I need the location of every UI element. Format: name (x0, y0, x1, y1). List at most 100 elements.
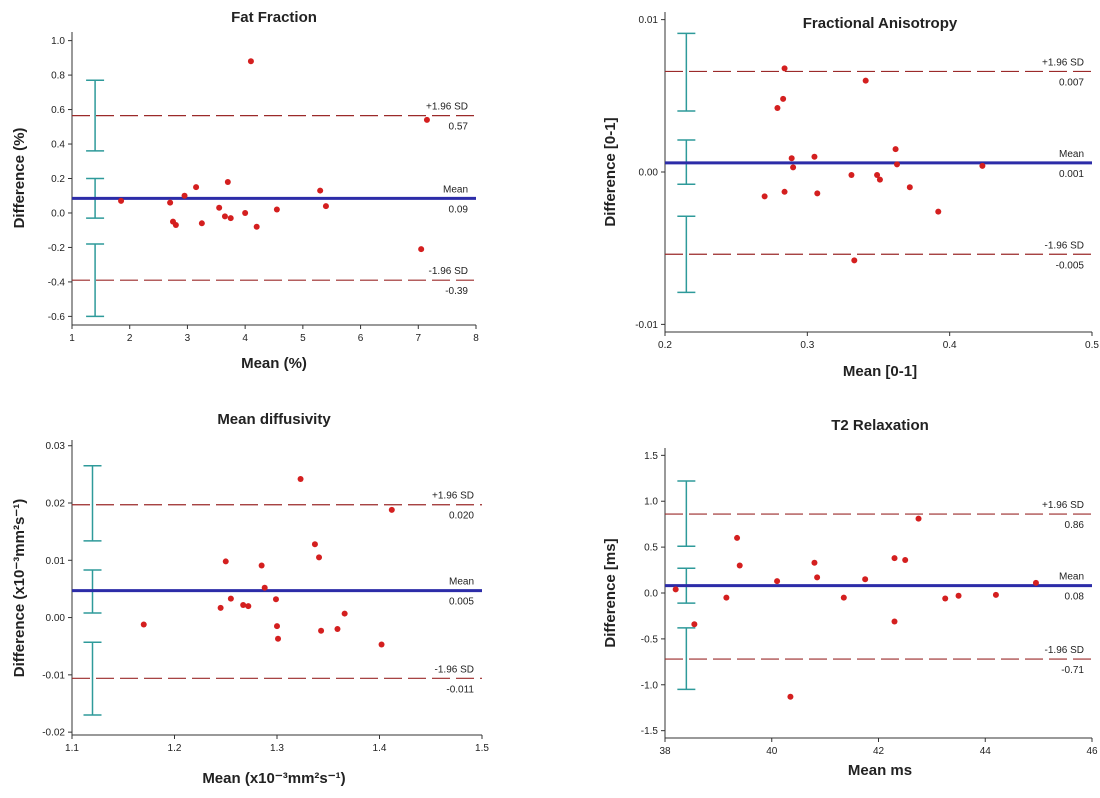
upper-line-name: +1.96 SD (432, 491, 474, 502)
data-point (902, 556, 909, 563)
data-point (811, 153, 818, 160)
upper-line-value: 0.57 (449, 122, 469, 133)
data-point (851, 257, 858, 264)
data-point (814, 574, 821, 581)
y-tick-label: 0.03 (46, 441, 66, 452)
y-axis-label: Difference (x10⁻³mm²s⁻¹) (11, 499, 28, 677)
y-axis-label: Difference [ms] (602, 538, 619, 647)
x-tick-label: 0.3 (800, 340, 814, 351)
y-tick-label: -1.0 (641, 680, 659, 691)
data-point (979, 162, 986, 169)
x-axis-label: Mean (%) (241, 355, 307, 372)
chart-title: Mean diffusivity (217, 411, 331, 428)
data-point (240, 601, 247, 608)
x-tick-label: 0.4 (943, 340, 957, 351)
data-point (862, 77, 869, 84)
data-point (227, 215, 234, 222)
data-point (217, 604, 224, 611)
y-axis-label: Difference [0-1] (602, 117, 619, 226)
mean-line-name: Mean (449, 577, 474, 588)
y-tick-label: 0.6 (51, 105, 65, 116)
y-tick-label: 1.5 (644, 451, 658, 462)
mean-line-value: 0.001 (1059, 169, 1084, 180)
data-point (221, 213, 228, 220)
data-point (273, 206, 280, 213)
mean-line-name: Mean (1059, 572, 1084, 583)
upper-line-value: 0.86 (1065, 520, 1085, 531)
data-point (840, 594, 847, 601)
data-point (247, 58, 254, 65)
data-point (894, 161, 901, 168)
data-point (892, 146, 899, 153)
data-point (790, 164, 797, 171)
lower-line-name: -1.96 SD (435, 664, 474, 675)
mean-line-name: Mean (1059, 149, 1084, 160)
y-tick-label: -0.2 (48, 243, 66, 254)
data-point (781, 188, 788, 195)
x-tick-label: 7 (416, 333, 422, 344)
y-tick-label: -0.6 (48, 312, 66, 323)
lower-line-value: -0.005 (1056, 260, 1085, 271)
y-tick-label: -0.01 (635, 320, 658, 331)
ci-bar-upper (677, 32, 696, 112)
upper-line-value: 0.007 (1059, 77, 1084, 88)
x-tick-label: 46 (1086, 746, 1098, 757)
x-tick-label: 5 (300, 333, 306, 344)
ci-bar-lower (86, 243, 105, 318)
data-point (848, 172, 855, 179)
data-point (736, 562, 743, 569)
mean-line-value: 0.09 (449, 204, 469, 215)
lower-line-value: -0.39 (445, 286, 468, 297)
x-tick-label: 0.2 (658, 340, 672, 351)
x-tick-label: 2 (127, 333, 133, 344)
y-tick-label: 0.0 (644, 589, 658, 600)
lower-line-value: -0.011 (446, 684, 474, 695)
data-point (322, 203, 329, 210)
ci-bar-lower (677, 627, 696, 691)
x-tick-label: 6 (358, 333, 364, 344)
data-point (423, 116, 430, 123)
data-point (811, 559, 818, 566)
chart-title: Fat Fraction (231, 9, 317, 26)
y-tick-label: 0.2 (51, 174, 65, 185)
ci-bar-lower (677, 215, 696, 294)
y-tick-label: 1.0 (51, 36, 65, 47)
x-tick-label: 3 (185, 333, 191, 344)
lower-line-name: -1.96 SD (429, 266, 468, 277)
data-point (780, 95, 787, 102)
data-point (172, 222, 179, 229)
data-point (140, 621, 147, 628)
data-point (378, 641, 385, 648)
chart-title: T2 Relaxation (831, 417, 929, 434)
y-tick-label: -0.5 (641, 634, 659, 645)
data-point (316, 554, 323, 561)
data-point (311, 541, 318, 548)
x-tick-label: 1.5 (475, 743, 489, 754)
x-tick-label: 1.4 (373, 743, 387, 754)
data-point (227, 595, 234, 602)
chart-panel-2: -0.01 0.00 0.01 0.2 0.3 0.4 0.5 +1.96 SD 0.007 Me… (602, 12, 1099, 380)
x-tick-label: 44 (980, 746, 992, 757)
y-tick-label: -0.02 (42, 728, 65, 739)
data-point (272, 596, 279, 603)
data-point (216, 204, 223, 211)
y-tick-label: 0.0 (51, 208, 65, 219)
upper-line-name: +1.96 SD (1042, 57, 1084, 68)
data-point (317, 187, 324, 194)
data-point (906, 184, 913, 191)
y-tick-label: 0.00 (639, 168, 659, 179)
lower-line-name: -1.96 SD (1045, 645, 1084, 656)
lower-line-name: -1.96 SD (1045, 240, 1084, 251)
y-tick-label: 0.4 (51, 140, 65, 151)
data-point (876, 176, 883, 183)
y-tick-label: 0.02 (46, 499, 66, 510)
data-point (862, 576, 869, 583)
x-tick-label: 42 (873, 746, 885, 757)
data-point (942, 595, 949, 602)
x-tick-label: 38 (659, 746, 671, 757)
y-tick-label: 0.01 (46, 556, 66, 567)
y-tick-label: -0.4 (48, 277, 66, 288)
data-point (198, 220, 205, 227)
y-tick-label: 0.8 (51, 71, 65, 82)
data-point (388, 506, 395, 513)
